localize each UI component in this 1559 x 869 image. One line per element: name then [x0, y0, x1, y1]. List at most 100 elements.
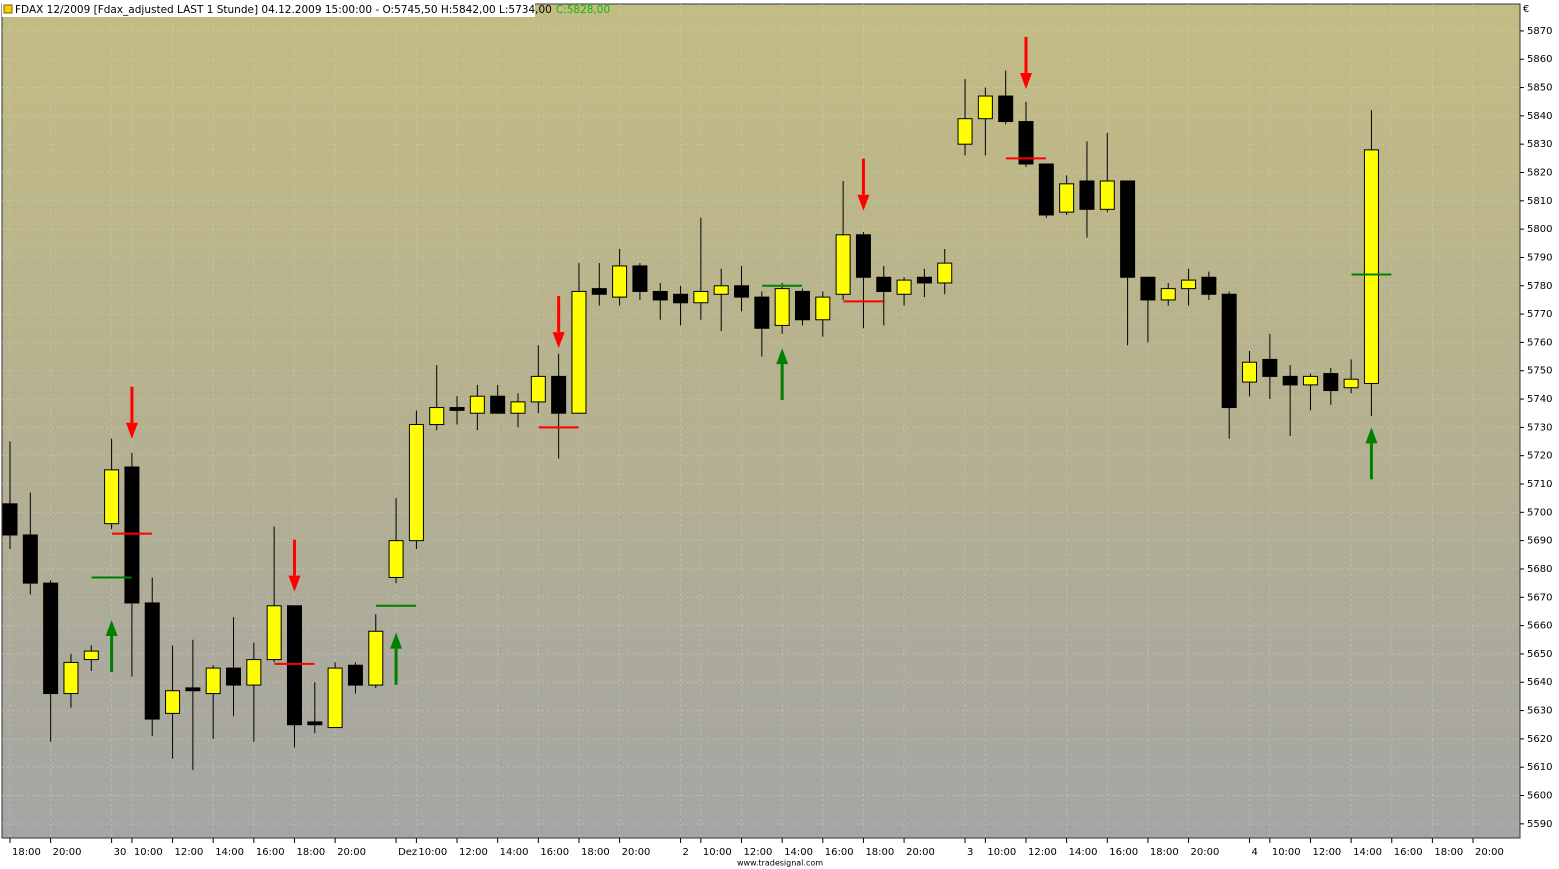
y-tick-label: 5800: [1527, 224, 1552, 235]
arrow-head: [105, 619, 118, 636]
candle-body: [388, 540, 404, 578]
x-tick-label: 16:00: [1394, 847, 1423, 858]
candle-body: [185, 687, 201, 692]
x-tick-label: 16:00: [540, 847, 569, 858]
candle-body: [916, 276, 932, 284]
x-tick-label: 18:00: [1150, 847, 1179, 858]
x-tick-label: 20:00: [906, 847, 935, 858]
arrow-head: [776, 348, 789, 365]
y-tick-label: 5590: [1527, 819, 1552, 830]
candle-body: [957, 118, 973, 145]
candle-body: [530, 375, 546, 403]
arrow-head: [857, 194, 870, 211]
candle-body: [1140, 276, 1156, 301]
candle-body: [1059, 183, 1075, 213]
x-tick-label: 14:00: [1353, 847, 1382, 858]
y-tick-label: 5820: [1527, 167, 1552, 178]
candle-body: [347, 664, 363, 686]
x-tick-label: 14:00: [784, 847, 813, 858]
signal-arrow: [776, 348, 789, 401]
x-tick-label: 30: [114, 847, 127, 858]
candle-body: [1079, 180, 1095, 210]
y-tick-label: 5700: [1527, 507, 1552, 518]
candle-body: [1099, 180, 1115, 210]
footer: www.tradesignal.com: [737, 859, 823, 868]
y-tick-label: 5710: [1527, 479, 1552, 490]
candle-body: [246, 659, 262, 686]
candle-body: [1282, 375, 1298, 386]
candle-body: [571, 290, 587, 414]
x-tick-label: 12:00: [175, 847, 204, 858]
candle-body: [22, 534, 38, 584]
candle-body: [368, 630, 384, 686]
y-tick-label: 5860: [1527, 54, 1552, 65]
x-tick-label: 14:00: [215, 847, 244, 858]
y-tick-label: 5690: [1527, 536, 1552, 547]
x-tick-label: Dez: [398, 847, 417, 858]
candle-body: [449, 407, 465, 411]
y-tick-label: 5870: [1527, 26, 1552, 37]
x-tick-label: 20:00: [337, 847, 366, 858]
candle-body: [307, 721, 323, 726]
candle-body: [855, 234, 871, 278]
signal-arrow: [105, 619, 118, 672]
header-box: [2, 2, 535, 17]
plot-area: [1, 3, 1521, 839]
candle-body: [124, 466, 140, 604]
y-tick-label: 5630: [1527, 706, 1552, 717]
x-tick-label: 16:00: [825, 847, 854, 858]
x-tick-label: 12:00: [744, 847, 773, 858]
x-tick-label: 3: [967, 847, 973, 858]
candle-body: [713, 285, 729, 295]
candle-body: [977, 95, 993, 120]
candle-body: [774, 288, 790, 326]
candle-body: [1363, 149, 1379, 384]
x-tick-label: 12:00: [459, 847, 488, 858]
x-tick-label: 20:00: [622, 847, 651, 858]
signal-arrow: [125, 386, 138, 439]
candle-body: [815, 296, 831, 321]
candle-body: [510, 401, 526, 414]
candle-body: [327, 667, 343, 729]
y-tick-label: 5830: [1527, 139, 1552, 150]
header-icon: [3, 4, 13, 14]
candle-body: [835, 234, 851, 295]
candle-body: [876, 276, 892, 292]
candle-body: [1343, 378, 1359, 389]
signal-arrow: [1365, 427, 1378, 480]
y-tick-label: 5750: [1527, 366, 1552, 377]
candle-body: [794, 290, 810, 321]
candle-body: [693, 290, 709, 304]
candle-body: [612, 265, 628, 298]
x-tick-label: 16:00: [1109, 847, 1138, 858]
candle-body: [266, 605, 282, 661]
y-tick-label: 5610: [1527, 762, 1552, 773]
y-tick-label: 5600: [1527, 791, 1552, 802]
candle-body: [63, 661, 79, 695]
chart-title: FDAX 12/2009 [Fdax_adjusted LAST 1 Stund…: [15, 4, 552, 16]
x-tick-label: 18:00: [296, 847, 325, 858]
candle-body: [591, 288, 607, 295]
y-tick-label: 5730: [1527, 422, 1552, 433]
y-tick-label: 5640: [1527, 677, 1552, 688]
candle-body: [1221, 293, 1237, 409]
x-tick-label: 10:00: [987, 847, 1016, 858]
candle-body: [469, 395, 485, 414]
x-tick-label: 16:00: [256, 847, 285, 858]
signal-arrow: [857, 158, 870, 211]
candle-body: [1262, 358, 1278, 377]
arrow-head: [390, 632, 403, 649]
candle-body: [632, 265, 648, 292]
y-tick-label: 5840: [1527, 111, 1552, 122]
candle-body: [754, 296, 770, 329]
candle-body: [104, 469, 120, 525]
x-tick-label: 10:00: [134, 847, 163, 858]
candle-body: [896, 279, 912, 295]
marks: [2, 36, 1392, 771]
x-tick-label: 14:00: [500, 847, 529, 858]
signal-arrow: [552, 296, 565, 349]
x-tick-label: 10:00: [418, 847, 447, 858]
candle-body: [1181, 279, 1197, 290]
signal-arrow: [390, 632, 403, 685]
